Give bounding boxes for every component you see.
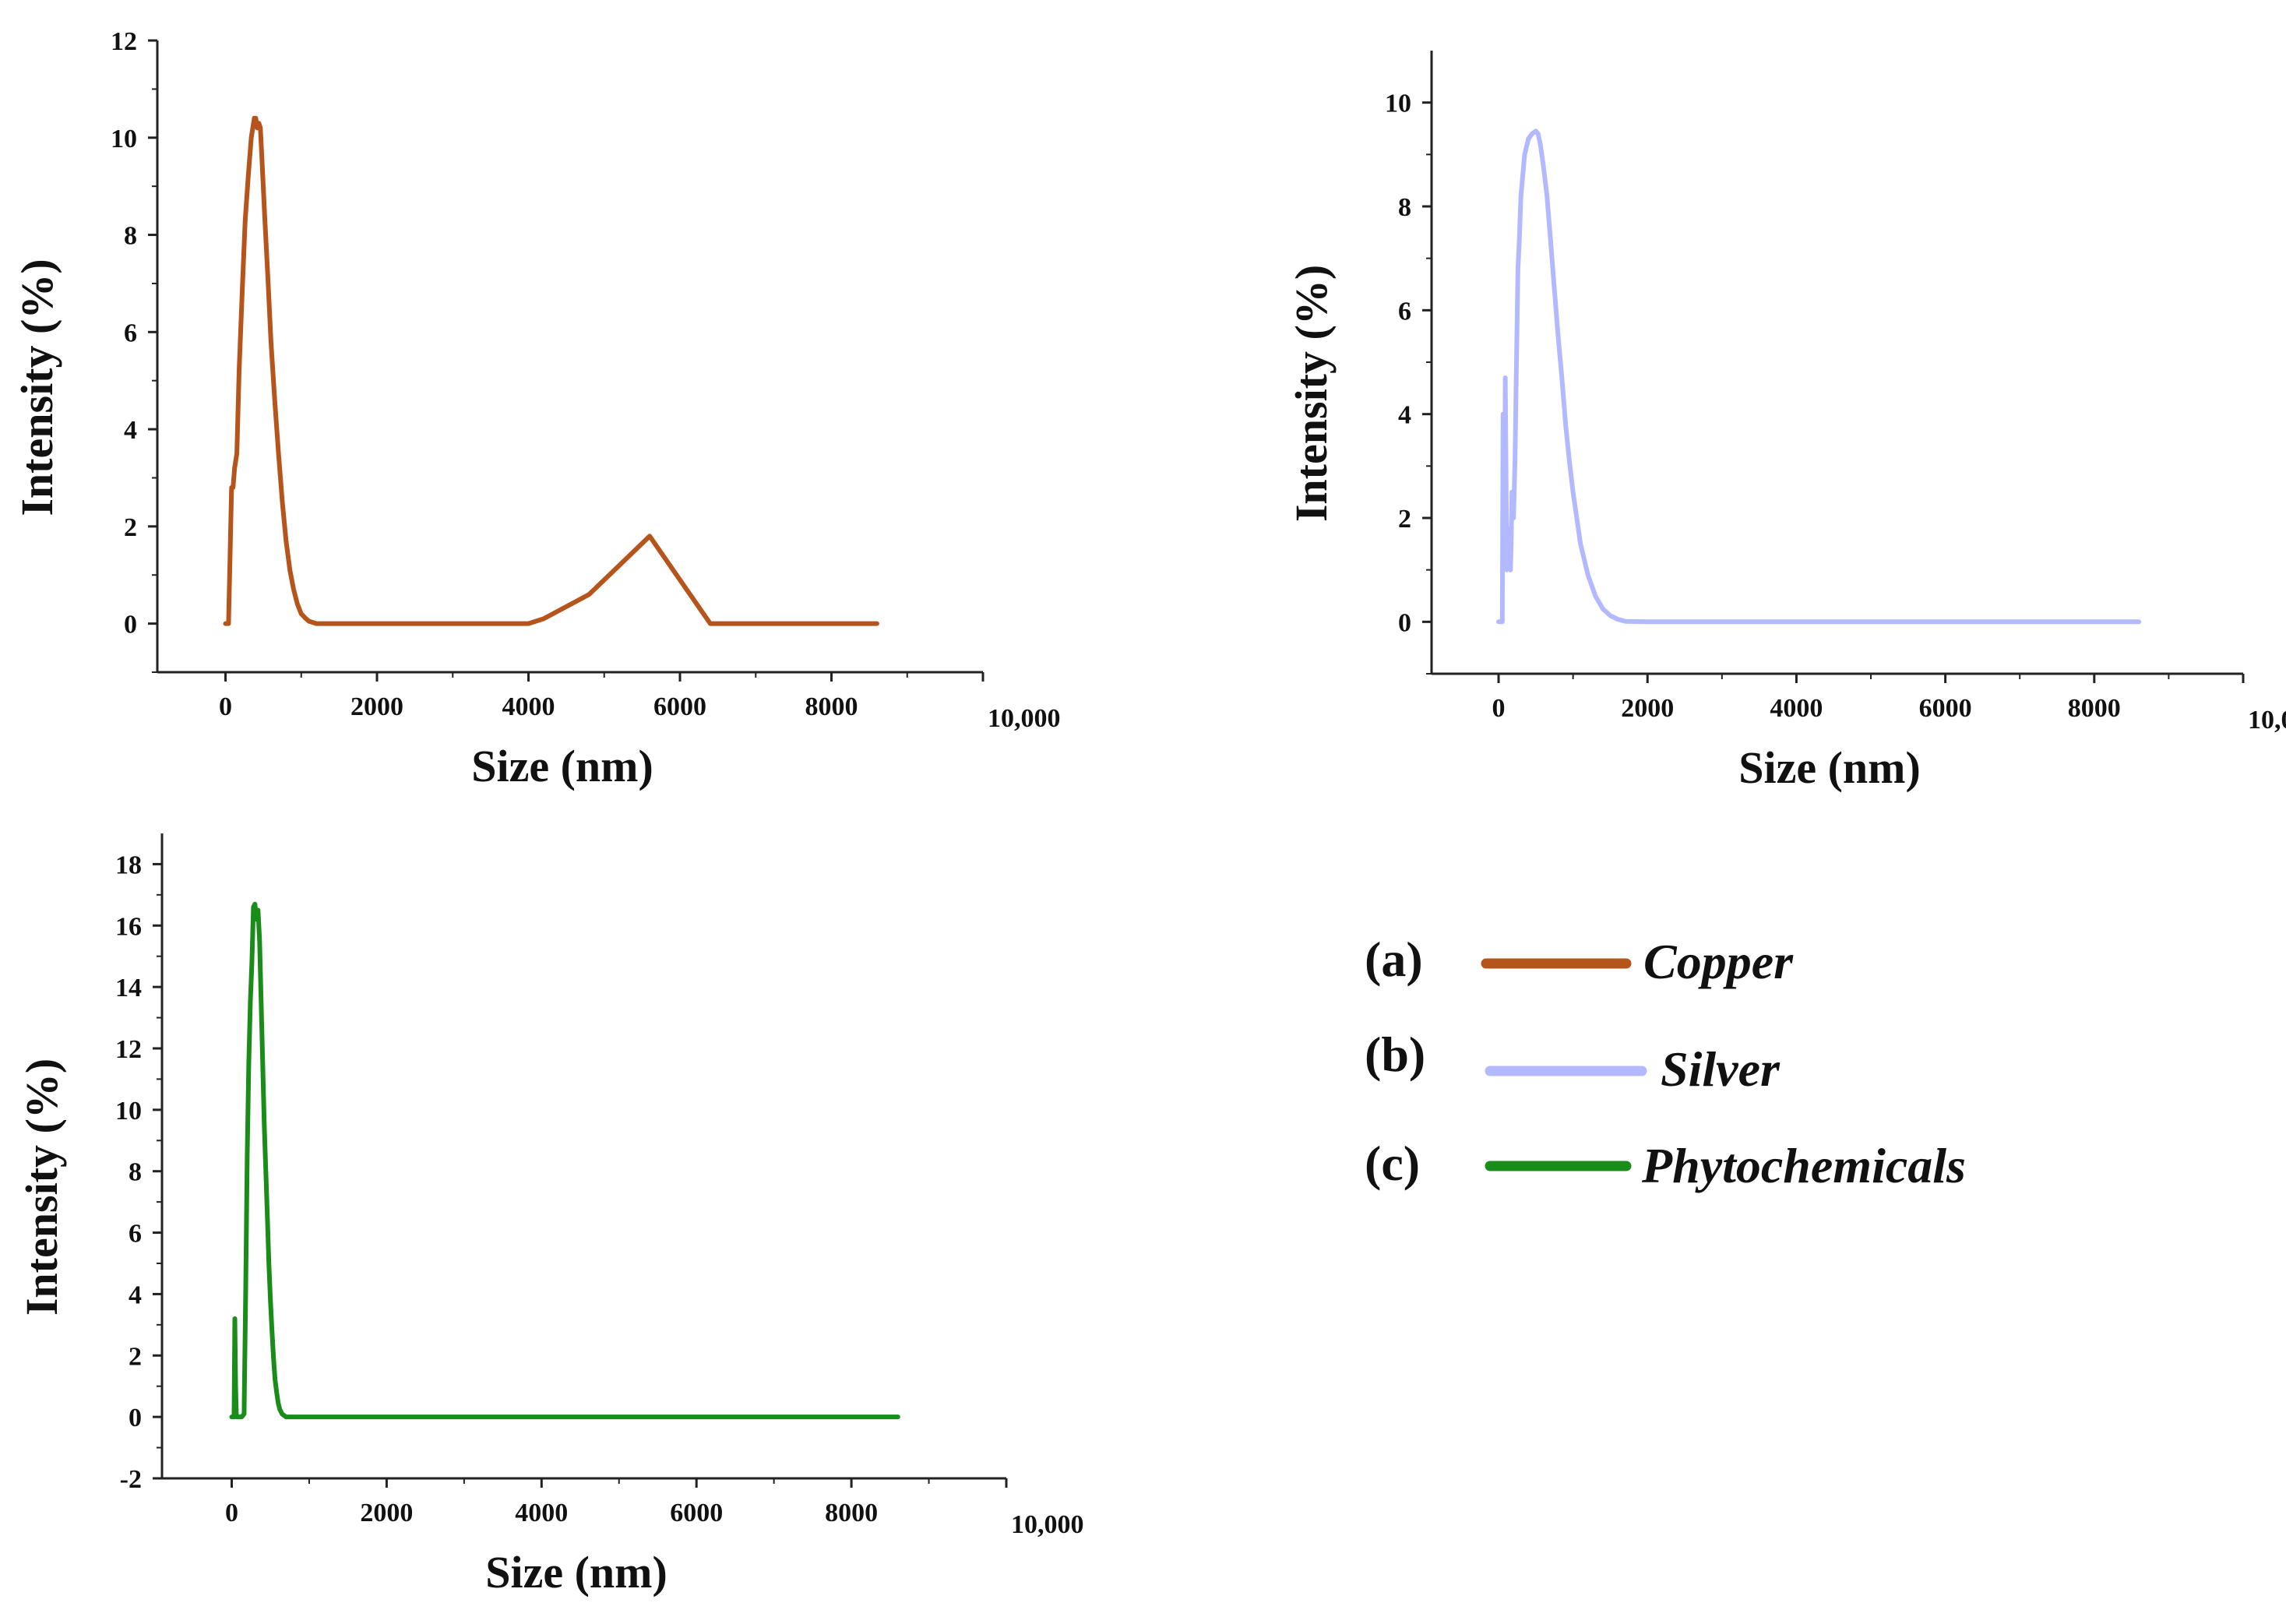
x-tick-label: 4000 [1770, 694, 1823, 723]
x-tick-label: 6000 [653, 692, 706, 721]
y-axis-title: Intensity (%) [16, 1059, 67, 1316]
legend-label-silver: Silver [1661, 1041, 1781, 1097]
legend-label-phytochemicals: Phytochemicals [1641, 1138, 1966, 1193]
legend-entry-copper: (a) Copper [1365, 932, 1794, 989]
y-tick-label: 0 [1398, 608, 1411, 637]
y-axis-title: Intensity (%) [1286, 265, 1337, 522]
legend-entry-silver: (b) Silver [1365, 1027, 1781, 1097]
x-tick-label: 10,000 [2248, 706, 2286, 734]
legend-label-copper: Copper [1643, 934, 1794, 989]
y-tick-label: 8 [129, 1158, 142, 1187]
y-axis-title: Intensity (%) [12, 259, 62, 516]
y-tick-label: 14 [115, 974, 142, 1002]
x-tick-label: 10,000 [988, 704, 1061, 733]
legend-tag-b: (b) [1365, 1027, 1425, 1082]
x-tick-label: 2000 [350, 692, 403, 721]
legend-tag-c: (c) [1365, 1136, 1420, 1191]
y-tick-label: 2 [129, 1342, 142, 1371]
series-line-silver [1496, 129, 2142, 625]
chart-panel-copper: 0 2000 4000 6000 8000 10,000 0 2 4 6 8 10 12 Size (nm… [12, 27, 1061, 791]
chart-panel-silver: 0 2000 4000 6000 8000 10,000 0 2 4 6 8 10 Size (nm) I… [1286, 51, 2286, 793]
x-tick-label: 2000 [360, 1499, 413, 1527]
x-tick-label: 6000 [1919, 694, 1972, 723]
legend-entry-phytochemicals: (c) Phytochemicals [1365, 1136, 1966, 1193]
x-axis-title: Size (nm) [471, 741, 653, 791]
x-tick-label: 4000 [515, 1499, 568, 1527]
x-tick-label: 6000 [670, 1499, 723, 1527]
x-tick-label: 10,000 [1011, 1510, 1084, 1539]
y-tick-label: -2 [120, 1465, 142, 1494]
y-tick-label: 12 [111, 27, 137, 56]
x-tick-label: 0 [219, 692, 232, 721]
series-line-phytochemicals [229, 901, 900, 1420]
x-tick-label: 0 [1492, 694, 1506, 723]
y-tick-label: 6 [124, 319, 137, 347]
y-tick-label: 2 [124, 513, 137, 542]
y-tick-label: 2 [1398, 505, 1411, 534]
legend: (a) Copper (b) Silver (c) Phytochemicals [1365, 932, 1966, 1193]
y-tick-label: 16 [115, 912, 142, 941]
legend-tag-a: (a) [1365, 932, 1423, 987]
y-tick-label: 6 [1398, 297, 1411, 326]
y-tick-label: 4 [129, 1281, 142, 1309]
x-tick-label: 8000 [2068, 694, 2121, 723]
y-tick-label: 8 [124, 222, 137, 251]
y-tick-label: 12 [115, 1035, 142, 1064]
chart-panel-phytochemicals: 0 2000 4000 6000 8000 10,000 -2 0 2 4 6 8 10 12 14 16 18… [16, 833, 1084, 1598]
x-tick-label: 2000 [1621, 694, 1674, 723]
x-tick-label: 8000 [805, 692, 858, 721]
y-tick-label: 0 [124, 611, 137, 639]
y-tick-label: 4 [1398, 401, 1411, 430]
y-tick-label: 10 [1385, 90, 1411, 118]
x-axis-title: Size (nm) [1738, 742, 1921, 793]
y-tick-label: 10 [111, 125, 137, 153]
y-tick-label: 6 [129, 1220, 142, 1249]
x-tick-label: 4000 [502, 692, 555, 721]
y-tick-label: 18 [115, 851, 142, 879]
x-tick-label: 0 [225, 1499, 238, 1527]
x-axis-title: Size (nm) [485, 1547, 667, 1598]
series-line-copper [223, 115, 879, 626]
y-tick-label: 4 [124, 416, 137, 445]
y-tick-label: 0 [129, 1404, 142, 1432]
x-tick-label: 8000 [825, 1499, 878, 1527]
y-tick-label: 8 [1398, 193, 1411, 222]
y-tick-label: 10 [115, 1097, 142, 1126]
